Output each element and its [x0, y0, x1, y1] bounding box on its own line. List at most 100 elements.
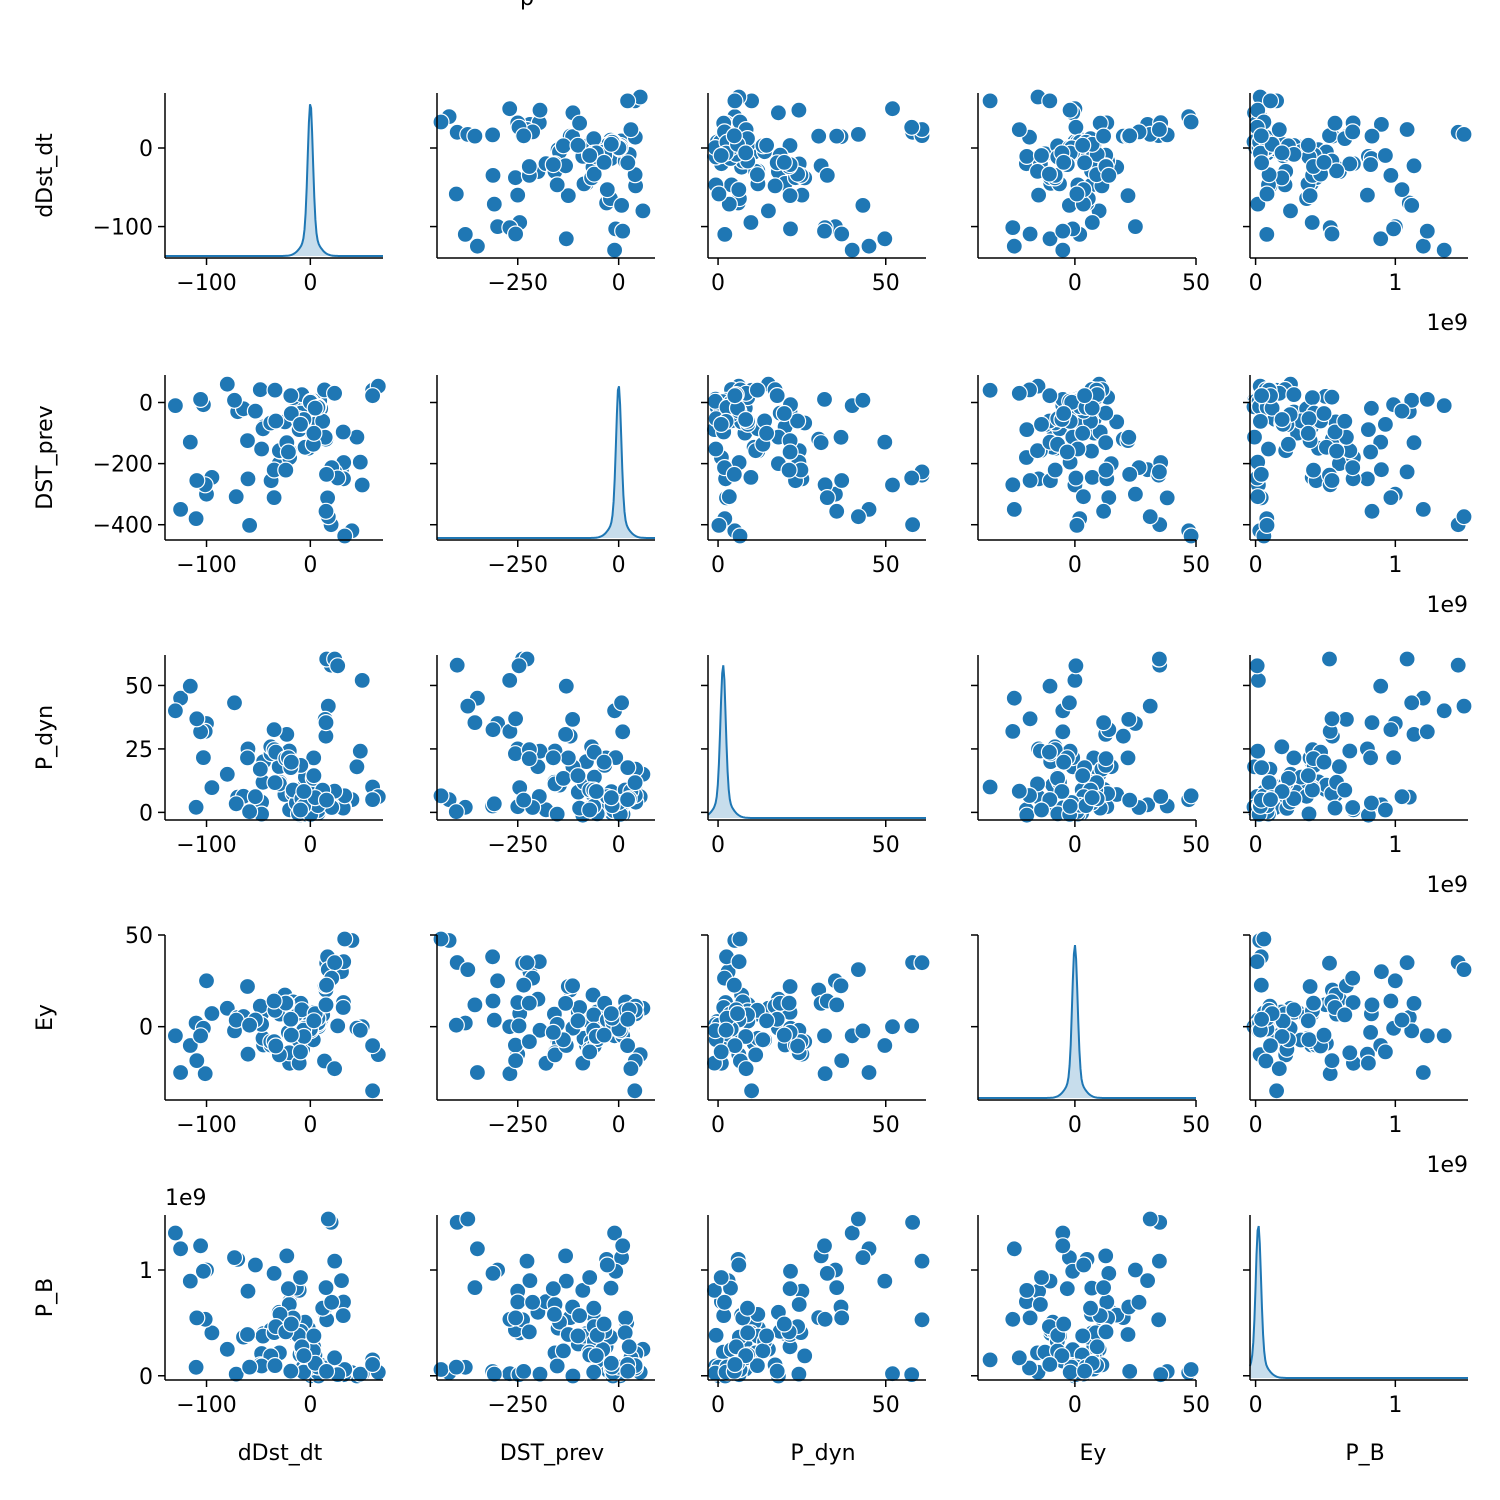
- scatter-point: [1376, 415, 1395, 433]
- x-tick-label: 1: [1388, 553, 1402, 578]
- scatter-point: [266, 773, 284, 792]
- scatter-point: [1362, 794, 1381, 812]
- scatter-point: [1455, 125, 1473, 143]
- scatter-point: [1398, 463, 1416, 481]
- scatter-point: [1326, 799, 1344, 817]
- scatter-point: [246, 402, 264, 420]
- x-tick-label: 0: [303, 1393, 317, 1418]
- scatter-point: [218, 765, 236, 783]
- x-tick-label: 0: [1068, 1393, 1082, 1418]
- scatter-point: [876, 230, 894, 248]
- scatter-point: [564, 1367, 582, 1385]
- scatter-point: [766, 177, 784, 195]
- scatter-point: [291, 415, 310, 433]
- scatter-point: [1141, 1210, 1159, 1228]
- scatter-point: [1372, 461, 1391, 479]
- scatter-point: [251, 760, 269, 778]
- x-tick-label: 0: [711, 271, 725, 296]
- scatter-point: [227, 795, 245, 813]
- scatter-point: [1182, 1360, 1200, 1379]
- scatter-point: [1097, 461, 1115, 479]
- scatter-point: [432, 787, 450, 805]
- scatter-point: [815, 1027, 834, 1045]
- scatter-point: [1061, 101, 1079, 119]
- scatter-point: [1414, 237, 1432, 255]
- scatter-point: [364, 790, 382, 809]
- scatter-point: [485, 795, 503, 813]
- scatter-point: [218, 1340, 236, 1358]
- scatter-point: [351, 742, 369, 760]
- scatter-point: [1435, 702, 1453, 720]
- scatter-point: [1114, 727, 1132, 745]
- scatter-point: [1320, 954, 1339, 972]
- scatter-point: [605, 241, 624, 259]
- scatter-point: [227, 488, 245, 506]
- scatter-point: [1020, 1359, 1039, 1377]
- scatter-point: [1182, 787, 1200, 805]
- scatter-point: [238, 432, 257, 450]
- x-tick-label: 0: [1068, 553, 1082, 578]
- scatter-point: [277, 461, 295, 479]
- scatter-point: [485, 195, 503, 213]
- scatter-point: [1300, 410, 1318, 428]
- scatter-point: [815, 390, 834, 408]
- scatter-point: [832, 977, 850, 995]
- scatter-point: [319, 1210, 337, 1228]
- scatter-point: [227, 1365, 245, 1383]
- scatter-point: [291, 801, 310, 819]
- x-tick-label: 50: [1182, 833, 1210, 858]
- scatter-point: [1018, 421, 1036, 439]
- scatter-point: [781, 443, 799, 461]
- scatter-point: [295, 1347, 313, 1365]
- x-tick-label: −250: [488, 833, 548, 858]
- scatter-point: [282, 387, 300, 405]
- scatter-point: [1066, 671, 1084, 690]
- x-tick-label: 0: [303, 553, 317, 578]
- scatter-point: [725, 465, 743, 483]
- scatter-point: [1398, 120, 1416, 139]
- scatter-point: [1058, 1280, 1076, 1298]
- y-axis-title: P_dyn: [33, 705, 58, 770]
- scatter-point: [317, 791, 336, 809]
- x-tick-label: −250: [488, 553, 548, 578]
- scatter-point: [166, 1027, 184, 1045]
- scatter-point: [317, 502, 335, 520]
- scatter-point: [775, 404, 793, 423]
- scatter-point: [833, 471, 851, 490]
- scatter-point: [728, 1004, 747, 1023]
- scatter-point: [581, 801, 599, 819]
- scatter-point: [266, 381, 284, 399]
- scatter-point: [854, 391, 872, 409]
- x-tick-label: −100: [176, 1113, 236, 1138]
- scatter-point: [769, 104, 788, 122]
- scatter-point: [515, 976, 533, 994]
- scatter-point: [1344, 993, 1362, 1012]
- scatter-point: [466, 996, 484, 1014]
- scatter-point: [737, 1060, 755, 1078]
- scatter-point: [1330, 758, 1349, 776]
- scatter-point: [197, 972, 216, 990]
- x-tick-label: 1: [1388, 1113, 1402, 1138]
- scatter-point: [241, 516, 259, 535]
- scatter-point: [1060, 694, 1079, 712]
- kde-line-P_B: [1249, 1225, 1468, 1379]
- scatter-point: [1130, 1293, 1148, 1311]
- scatter-point: [489, 972, 507, 990]
- scatter-point: [1067, 657, 1085, 675]
- scatter-point: [1041, 677, 1059, 695]
- scatter-point: [332, 1271, 351, 1290]
- scatter-point: [618, 1036, 637, 1055]
- scatter-point: [1418, 222, 1436, 240]
- scatter-point: [1094, 127, 1113, 145]
- scatter-point: [1152, 1366, 1170, 1384]
- scatter-point: [737, 144, 755, 162]
- scatter-point: [1252, 387, 1271, 405]
- scatter-point: [1058, 443, 1076, 461]
- scatter-point: [602, 1279, 620, 1297]
- scatter-point: [351, 1021, 369, 1039]
- x-tick-label: 0: [711, 833, 725, 858]
- scatter-point: [1455, 508, 1473, 526]
- scatter-point: [348, 758, 366, 776]
- x-tick-label: 1: [1388, 1393, 1402, 1418]
- scatter-point: [725, 976, 743, 994]
